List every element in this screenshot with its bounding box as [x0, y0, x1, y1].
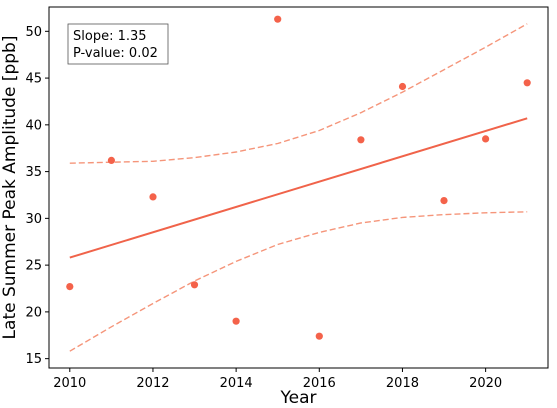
y-tick-label: 15	[25, 352, 42, 367]
x-tick-label: 2012	[136, 376, 169, 391]
fit-line	[69, 117, 528, 259]
data-point	[357, 136, 365, 144]
data-point	[107, 156, 115, 164]
y-axis-label: Late Summer Peak Amplitude [ppb]	[0, 36, 20, 340]
x-tick-label: 2010	[53, 376, 86, 391]
data-point	[149, 193, 157, 201]
x-axis-label: Year	[280, 388, 317, 408]
x-tick-label: 2016	[303, 376, 336, 391]
y-tick-label: 30	[25, 212, 42, 227]
y-tick-label: 40	[25, 118, 42, 133]
ci-upper-line	[69, 23, 528, 164]
x-tick-label: 2018	[386, 376, 419, 391]
plot-frame	[48, 6, 549, 369]
annotation-pvalue-text: P-value: 0.02	[73, 46, 158, 61]
x-tick-label: 2014	[220, 376, 253, 391]
ci-lower-line	[69, 211, 528, 352]
y-tick-label: 20	[25, 305, 42, 320]
y-axis-ticks: 15 20 25 30 35 40 45 50	[25, 25, 49, 367]
y-tick-label: 45	[25, 72, 42, 87]
data-point	[190, 281, 199, 289]
x-tick-label: 2020	[469, 376, 502, 391]
annotation-slope-text: Slope: 1.35	[73, 29, 147, 44]
data-point	[482, 135, 490, 143]
stats-annotation: Slope: 1.35 P-value: 0.02	[67, 23, 169, 65]
x-axis-ticks: 2010 2012 2014 2016 2018 2020	[53, 368, 502, 391]
plot-marks	[66, 15, 531, 352]
data-point	[523, 79, 531, 87]
data-point	[66, 283, 74, 291]
y-tick-label: 35	[25, 165, 42, 180]
data-point	[274, 15, 282, 23]
data-point	[440, 197, 448, 205]
annotation-box	[67, 23, 169, 65]
data-point	[398, 82, 407, 91]
y-tick-label: 25	[25, 259, 42, 274]
data-point	[232, 317, 240, 325]
data-point	[315, 332, 323, 340]
y-tick-label: 50	[25, 25, 42, 40]
